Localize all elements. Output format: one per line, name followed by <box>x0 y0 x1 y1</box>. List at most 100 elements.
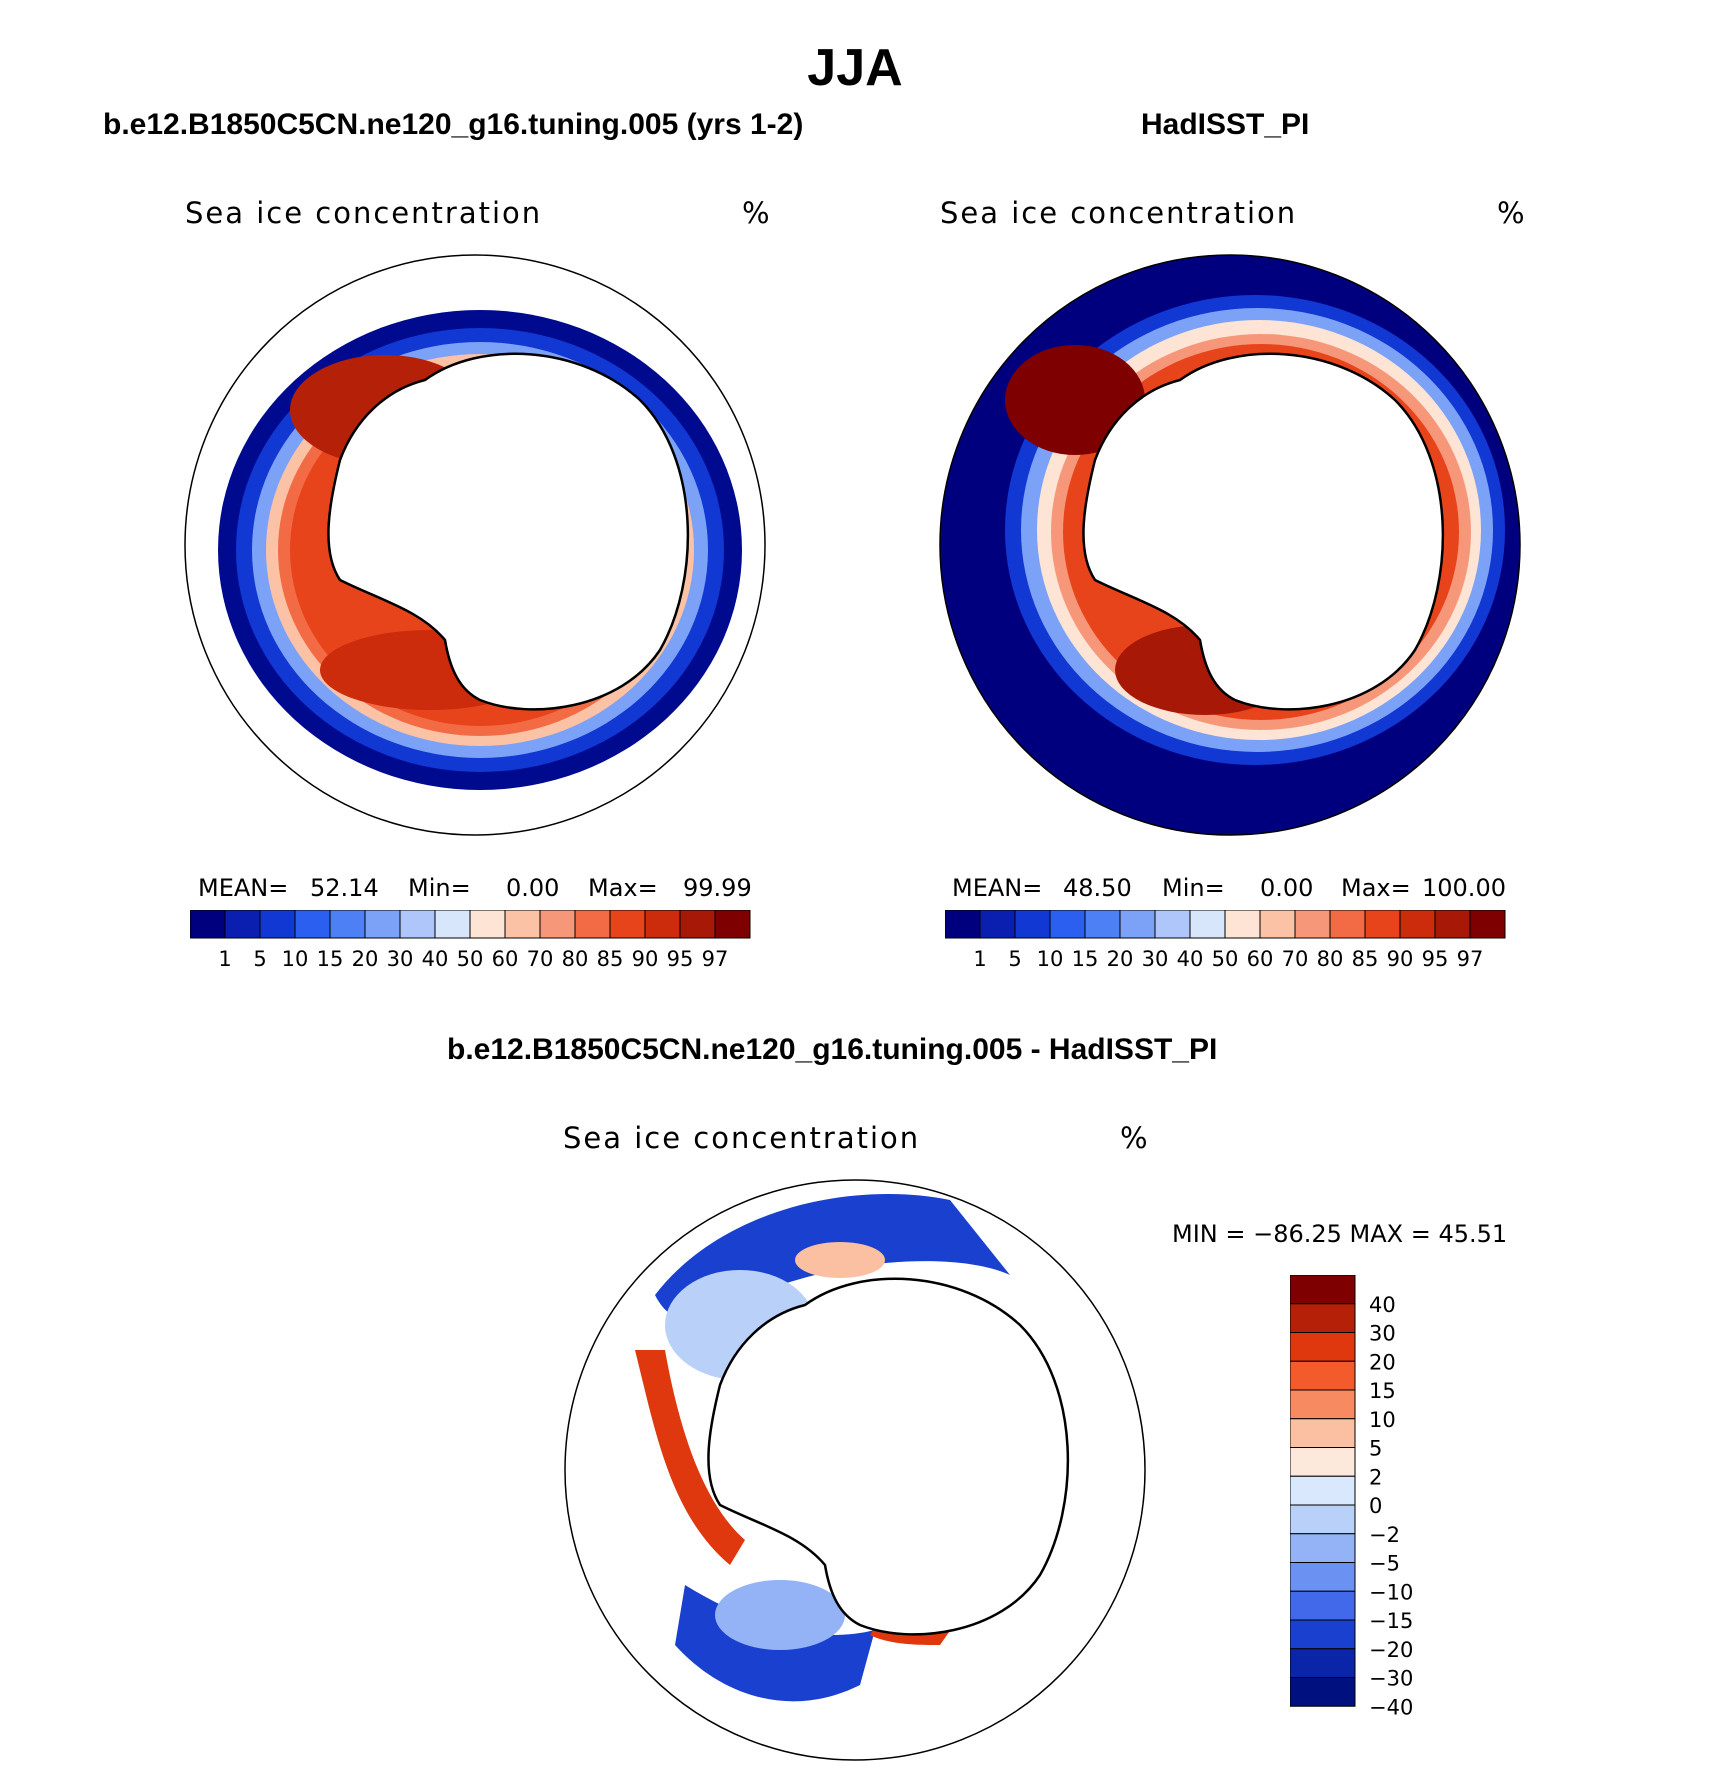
model-colorbar-box <box>399 910 436 939</box>
obs-colorbar-box <box>1049 910 1086 939</box>
model-colorbar-box <box>574 910 611 939</box>
model-units-label: % <box>742 196 772 230</box>
diff-colorbar-box <box>1290 1447 1356 1477</box>
obs-colorbar-label: 60 <box>1247 947 1274 971</box>
diff-colorbar-label: −2 <box>1369 1523 1400 1547</box>
obs-colorbar-box <box>1119 910 1156 939</box>
model-colorbar-label: 50 <box>457 947 484 971</box>
diff-colorbar-box <box>1290 1619 1356 1650</box>
model-min-value: 0.00 <box>506 874 560 902</box>
obs-colorbar-label: 50 <box>1212 947 1239 971</box>
diff-colorbar-label: 2 <box>1369 1465 1382 1489</box>
diff-colorbar-box <box>1290 1533 1356 1563</box>
diff-colorbar-box <box>1290 1332 1356 1362</box>
model-colorbar-box <box>504 910 541 939</box>
model-colorbar-box <box>329 910 366 939</box>
diff-colorbar-box <box>1290 1562 1356 1592</box>
diff-colorbar-label: −40 <box>1369 1695 1413 1719</box>
obs-colorbar-label: 10 <box>1037 947 1064 971</box>
obs-max-label: Max= <box>1341 874 1411 902</box>
obs-colorbar-label: 85 <box>1352 947 1379 971</box>
model-colorbar-label: 15 <box>317 947 344 971</box>
obs-colorbar-box <box>945 910 981 939</box>
obs-colorbar-box <box>1399 910 1436 939</box>
model-min-label: Min= <box>408 874 471 902</box>
model-colorbar-box <box>434 910 471 939</box>
model-colorbar-box <box>224 910 261 939</box>
diff-units-label: % <box>1120 1121 1150 1155</box>
obs-colorbar-label: 70 <box>1282 947 1309 971</box>
model-colorbar-label: 20 <box>352 947 379 971</box>
model-colorbar-label: 97 <box>702 947 729 971</box>
obs-colorbar-box <box>1434 910 1471 939</box>
obs-colorbar-box <box>1014 910 1051 939</box>
obs-colorbar: 1 5 10 15 20 30 40 50 60 70 80 85 90 95 97 <box>945 910 1506 971</box>
obs-colorbar-box <box>1224 910 1261 939</box>
model-colorbar-label: 30 <box>387 947 414 971</box>
model-variable-label: Sea ice concentration <box>185 196 543 230</box>
diff-colorbar-box <box>1290 1648 1356 1678</box>
diff-colorbar-box <box>1290 1275 1356 1305</box>
model-colorbar-box <box>539 910 576 939</box>
model-panel-title: b.e12.B1850C5CN.ne120_g16.tuning.005 (yr… <box>103 108 804 141</box>
model-colorbar-label: 80 <box>562 947 589 971</box>
obs-colorbar-box <box>1154 910 1191 939</box>
diff-colorbar-box <box>1290 1389 1356 1420</box>
obs-colorbar-box <box>979 910 1016 939</box>
obs-units-label: % <box>1497 196 1527 230</box>
model-colorbar: 1 5 10 15 20 30 40 50 60 70 80 85 90 95 97 <box>190 910 751 971</box>
obs-colorbar-label: 20 <box>1107 947 1134 971</box>
obs-colorbar-box <box>1364 910 1401 939</box>
diff-minmax: MIN = −86.25 MAX = 45.51 <box>1172 1220 1508 1248</box>
obs-colorbar-label: 90 <box>1387 947 1414 971</box>
model-colorbar-label: 85 <box>597 947 624 971</box>
obs-mean-label: MEAN= <box>952 874 1043 902</box>
diff-colorbar-label: −20 <box>1369 1638 1413 1662</box>
diff-colorbar-label: 0 <box>1369 1494 1382 1518</box>
model-polar-map <box>184 254 766 836</box>
model-colorbar-label: 70 <box>527 947 554 971</box>
obs-min-value: 0.00 <box>1260 874 1314 902</box>
obs-panel-title: HadISST_PI <box>1141 108 1310 141</box>
model-colorbar-box <box>469 910 506 939</box>
model-colorbar-box <box>714 910 751 939</box>
model-colorbar-label: 5 <box>253 947 266 971</box>
obs-colorbar-box <box>1329 910 1366 939</box>
model-colorbar-label: 90 <box>632 947 659 971</box>
obs-polar-map <box>939 254 1521 836</box>
obs-colorbar-label: 30 <box>1142 947 1169 971</box>
model-colorbar-box <box>364 910 401 939</box>
obs-colorbar-box <box>1189 910 1226 939</box>
diff-colorbar-label: 40 <box>1369 1293 1396 1317</box>
obs-colorbar-box <box>1469 910 1506 939</box>
diff-colorbar-label: 10 <box>1369 1408 1396 1432</box>
diff-colorbar-label: 5 <box>1369 1437 1382 1461</box>
model-antarctica-outline <box>327 352 690 711</box>
obs-colorbar-box <box>1294 910 1331 939</box>
obs-colorbar-label: 95 <box>1422 947 1449 971</box>
figure-title: JJA <box>807 39 903 97</box>
diff-colorbar-label: −5 <box>1369 1552 1400 1576</box>
obs-variable-label: Sea ice concentration <box>940 196 1298 230</box>
obs-colorbar-box <box>1259 910 1296 939</box>
obs-colorbar-label: 40 <box>1177 947 1204 971</box>
obs-colorbar-label: 80 <box>1317 947 1344 971</box>
model-colorbar-label: 95 <box>667 947 694 971</box>
diff-colorbar-box <box>1290 1504 1356 1535</box>
diff-colorbar-label: −15 <box>1369 1609 1413 1633</box>
model-colorbar-box <box>259 910 296 939</box>
diff-colorbar-label: −30 <box>1369 1667 1413 1691</box>
model-colorbar-box <box>190 910 226 939</box>
obs-max-value: 100.00 <box>1422 874 1506 902</box>
model-colorbar-box <box>294 910 331 939</box>
diff-colorbar-box <box>1290 1360 1356 1391</box>
diff-colorbar-label: 30 <box>1369 1322 1396 1346</box>
obs-colorbar-label: 1 <box>973 947 986 971</box>
model-colorbar-box <box>609 910 646 939</box>
model-colorbar-label: 40 <box>422 947 449 971</box>
obs-colorbar-label: 5 <box>1008 947 1021 971</box>
diff-colorbar-box <box>1290 1303 1356 1333</box>
model-max-label: Max= <box>588 874 658 902</box>
diff-colorbar-box <box>1290 1418 1356 1448</box>
